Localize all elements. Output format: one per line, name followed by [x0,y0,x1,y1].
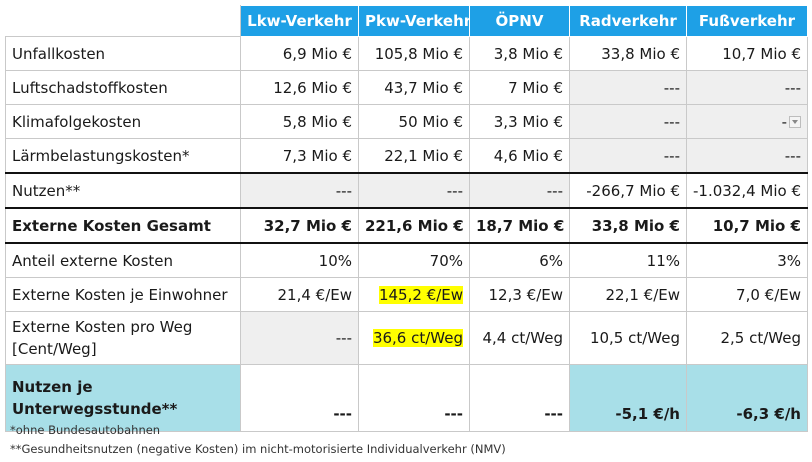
highlight-mark: 145,2 €/Ew [378,285,463,304]
table-cell[interactable]: --- [240,311,359,365]
table-cell[interactable]: 5,8 Mio € [240,104,359,139]
table-cell[interactable]: 12,6 Mio € [240,70,359,105]
table-cell[interactable]: 70% [358,242,470,278]
table-cell[interactable]: 4,6 Mio € [469,138,570,174]
row-label[interactable]: Nutzen je Unterwegsstunde** [5,364,241,432]
row-label[interactable]: Externe Kosten pro Weg [Cent/Weg] [5,311,241,365]
table-cell[interactable]: -6,3 €/h [686,364,808,432]
row-label[interactable]: Luftschadstoffkosten [5,70,241,105]
row-label[interactable]: Unfallkosten [5,36,241,71]
table-cell[interactable]: -1.032,4 Mio € [686,172,808,209]
row-externe-kosten-pro-weg: Externe Kosten pro Weg [Cent/Weg] --- 36… [5,311,808,365]
row-nutzen: Nutzen** --- --- --- -266,7 Mio € -1.032… [5,172,808,209]
table-cell[interactable]: 50 Mio € [358,104,470,139]
dropdown-arrow-icon[interactable] [789,116,801,128]
table-cell[interactable]: 33,8 Mio € [569,36,687,71]
table-cell[interactable]: --- [686,138,808,174]
external-costs-table: Lkw-Verkehr Pkw-Verkehr ÖPNV Radverkehr … [5,5,808,432]
table-cell[interactable]: --- [686,70,808,105]
table-cell[interactable]: 221,6 Mio € [358,207,470,244]
table-cell[interactable]: 2,5 ct/Weg [686,311,808,365]
footnote-autobahn: *ohne Bundesautobahnen [10,423,161,437]
table-cell[interactable]: --- [569,70,687,105]
table-cell[interactable]: 33,8 Mio € [569,207,687,244]
row-label[interactable]: Externe Kosten Gesamt [5,207,241,244]
table-cell[interactable]: --- [569,138,687,174]
table-cell[interactable]: 3% [686,242,808,278]
table-cell[interactable]: --- [469,364,570,432]
table-cell[interactable]: 11% [569,242,687,278]
table-cell[interactable]: 10,5 ct/Weg [569,311,687,365]
table-cell-highlighted[interactable]: 145,2 €/Ew [358,277,470,312]
row-label[interactable]: Lärmbelastungskosten* [5,138,241,174]
table-cell[interactable]: 43,7 Mio € [358,70,470,105]
table-cell[interactable]: 7,0 €/Ew [686,277,808,312]
table-cell[interactable]: 21,4 €/Ew [240,277,359,312]
table-cell[interactable]: 3,3 Mio € [469,104,570,139]
header-corner [5,5,241,37]
table-cell[interactable]: --- [240,364,359,432]
table-cell[interactable]: --- [240,172,359,209]
highlight-mark: 36,6 ct/Weg [372,329,463,347]
header-lkw[interactable]: Lkw-Verkehr [240,5,359,37]
table-cell[interactable]: --- [358,364,470,432]
table-cell[interactable]: 32,7 Mio € [240,207,359,244]
footnote-gesundheitsnutzen: **Gesundheitsnutzen (negative Kosten) im… [10,442,506,456]
table-cell[interactable]: 4,4 ct/Weg [469,311,570,365]
row-laermbelastungskosten: Lärmbelastungskosten* 7,3 Mio € 22,1 Mio… [5,138,808,174]
table-cell[interactable]: --- [569,104,687,139]
header-rad[interactable]: Radverkehr [569,5,687,37]
row-label[interactable]: Nutzen** [5,172,241,209]
table-cell[interactable]: 12,3 €/Ew [469,277,570,312]
table-cell[interactable]: -266,7 Mio € [569,172,687,209]
row-luftschadstoffkosten: Luftschadstoffkosten 12,6 Mio € 43,7 Mio… [5,70,808,105]
row-label[interactable]: Externe Kosten je Einwohner [5,277,241,312]
table-cell[interactable]: --- [469,172,570,209]
table-cell[interactable]: 3,8 Mio € [469,36,570,71]
table-cell[interactable]: 10% [240,242,359,278]
table-cell[interactable]: 22,1 Mio € [358,138,470,174]
table-cell-with-filter[interactable]: - [686,104,808,139]
table-cell[interactable]: 7 Mio € [469,70,570,105]
header-oepnv[interactable]: ÖPNV [469,5,570,37]
table-cell[interactable]: 6% [469,242,570,278]
row-nutzen-je-unterwegsstunde: Nutzen je Unterwegsstunde** --- --- --- … [5,364,808,432]
cell-value: - [781,112,787,131]
header-pkw[interactable]: Pkw-Verkehr [358,5,470,37]
row-label[interactable]: Anteil externe Kosten [5,242,241,278]
table-cell[interactable]: --- [358,172,470,209]
row-klimafolgekosten: Klimafolgekosten 5,8 Mio € 50 Mio € 3,3 … [5,104,808,139]
table-cell[interactable]: 18,7 Mio € [469,207,570,244]
table-cell[interactable]: 10,7 Mio € [686,207,808,244]
row-label[interactable]: Klimafolgekosten [5,104,241,139]
table-cell[interactable]: -5,1 €/h [569,364,687,432]
row-unfallkosten: Unfallkosten 6,9 Mio € 105,8 Mio € 3,8 M… [5,36,808,71]
table-cell[interactable]: 10,7 Mio € [686,36,808,71]
table-cell[interactable]: 7,3 Mio € [240,138,359,174]
table-cell[interactable]: 6,9 Mio € [240,36,359,71]
header-fuss[interactable]: Fußverkehr [686,5,808,37]
table-cell-highlighted[interactable]: 36,6 ct/Weg [358,311,470,365]
header-row: Lkw-Verkehr Pkw-Verkehr ÖPNV Radverkehr … [5,5,808,37]
table-cell[interactable]: 22,1 €/Ew [569,277,687,312]
row-externe-kosten-je-einwohner: Externe Kosten je Einwohner 21,4 €/Ew 14… [5,277,808,312]
row-externe-kosten-gesamt: Externe Kosten Gesamt 32,7 Mio € 221,6 M… [5,207,808,244]
table-cell[interactable]: 105,8 Mio € [358,36,470,71]
row-anteil-externe-kosten: Anteil externe Kosten 10% 70% 6% 11% 3% [5,242,808,278]
